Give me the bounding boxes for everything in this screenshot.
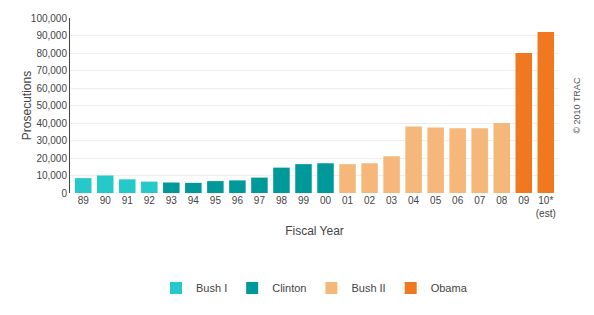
svg-text:94: 94 [188, 195, 200, 206]
svg-text:90,000: 90,000 [36, 30, 67, 41]
svg-text:04: 04 [408, 195, 420, 206]
svg-text:Prosecutions: Prosecutions [20, 71, 34, 140]
svg-text:Bush II: Bush II [351, 282, 385, 294]
svg-text:05: 05 [430, 195, 442, 206]
svg-text:99: 99 [298, 195, 310, 206]
svg-text:98: 98 [276, 195, 288, 206]
svg-text:92: 92 [144, 195, 156, 206]
svg-text:08: 08 [496, 195, 508, 206]
svg-text:02: 02 [364, 195, 376, 206]
svg-text:95: 95 [210, 195, 222, 206]
svg-text:97: 97 [254, 195, 266, 206]
svg-text:00: 00 [320, 195, 332, 206]
svg-text:09: 09 [518, 195, 530, 206]
svg-text:89: 89 [78, 195, 90, 206]
svg-text:100,000: 100,000 [31, 13, 68, 24]
svg-text:30,000: 30,000 [36, 135, 67, 146]
svg-text:Fiscal Year: Fiscal Year [285, 224, 344, 238]
svg-text:10,000: 10,000 [36, 170, 67, 181]
svg-text:06: 06 [452, 195, 464, 206]
svg-text:70,000: 70,000 [36, 65, 67, 76]
svg-text:90: 90 [100, 195, 112, 206]
svg-text:0: 0 [61, 188, 67, 199]
svg-text:© 2010 TRAC: © 2010 TRAC [572, 77, 582, 133]
svg-text:03: 03 [386, 195, 398, 206]
svg-text:40,000: 40,000 [36, 118, 67, 129]
svg-text:60,000: 60,000 [36, 83, 67, 94]
svg-text:91: 91 [122, 195, 134, 206]
svg-text:07: 07 [474, 195, 486, 206]
svg-text:96: 96 [232, 195, 244, 206]
svg-text:93: 93 [166, 195, 178, 206]
svg-text:Clinton: Clinton [272, 282, 306, 294]
svg-text:50,000: 50,000 [36, 100, 67, 111]
svg-text:Obama: Obama [431, 282, 468, 294]
svg-text:20,000: 20,000 [36, 153, 67, 164]
svg-text:01: 01 [342, 195, 354, 206]
svg-text:80,000: 80,000 [36, 48, 67, 59]
svg-text:Bush I: Bush I [196, 282, 227, 294]
svg-text:10*(est): 10*(est) [536, 195, 556, 219]
